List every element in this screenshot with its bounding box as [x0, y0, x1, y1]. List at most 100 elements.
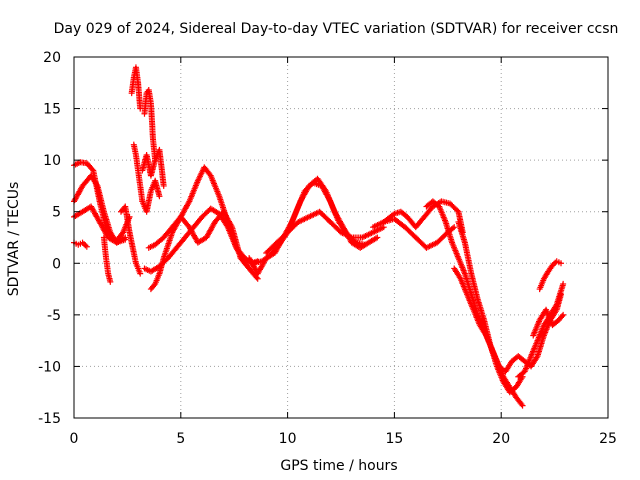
data-trace-segment [522, 354, 534, 373]
data-trace-segment [149, 264, 161, 274]
data-trace-segment [490, 349, 502, 368]
data-trace-segment [399, 209, 409, 219]
data-point [107, 278, 114, 285]
data-trace-segment [133, 153, 141, 172]
data-trace-segment [148, 102, 156, 141]
data-trace-segment [268, 243, 281, 257]
chart-title: Day 029 of 2024, Sidereal Day-to-day VTE… [54, 21, 619, 37]
x-axis-label: GPS time / hours [280, 458, 397, 474]
x-tick-label: 5 [176, 431, 185, 447]
x-tick-label: 20 [492, 431, 510, 447]
data-trace-segment [360, 230, 375, 240]
data-trace-segment [152, 272, 162, 286]
data-trace-segment [514, 375, 525, 389]
data-point [122, 236, 129, 243]
data-trace-segment [311, 180, 324, 189]
data-trace-segment [147, 242, 157, 250]
data-trace-segment [468, 272, 481, 301]
data-trace-segment [471, 308, 483, 327]
data-trace-segment [367, 235, 379, 245]
data-trace-segment [328, 200, 342, 224]
data-trace-segment [178, 215, 192, 229]
y-tick-label: 20 [43, 50, 61, 66]
data-trace-segment [119, 204, 128, 214]
data-trace-segment [135, 267, 143, 275]
data-trace-segment [535, 323, 547, 343]
data-trace-segment [403, 225, 418, 240]
data-trace-segment [71, 184, 85, 203]
y-tick-label: -10 [38, 359, 61, 375]
data-trace-segment [448, 201, 461, 214]
data-trace-segment [285, 220, 301, 235]
data-trace-segment [264, 240, 279, 255]
data-trace-segment [548, 303, 559, 317]
data-trace-segment [81, 241, 89, 249]
data-trace-segment [170, 215, 183, 234]
data-trace-segment [436, 205, 448, 224]
data-trace-segment [131, 251, 139, 265]
data-trace-segment [535, 334, 547, 358]
data-point [374, 234, 381, 241]
data-trace-segment [371, 219, 386, 230]
y-tick-label: 5 [52, 205, 61, 221]
data-point [160, 182, 167, 189]
data-trace-segment [106, 235, 119, 245]
data-trace-segment [452, 266, 463, 281]
data-trace-segment [141, 91, 150, 115]
data-trace-segment [464, 292, 476, 312]
data-trace-segment [196, 235, 208, 245]
data-trace-segment [144, 189, 154, 214]
x-tick-label: 0 [70, 431, 79, 447]
data-trace-segment [413, 215, 427, 229]
data-trace-segment [550, 259, 559, 267]
data-trace-segment [456, 256, 468, 276]
data-trace-segment [514, 395, 525, 408]
y-tick-label: -15 [38, 411, 61, 427]
data-trace-segment [449, 241, 461, 260]
data-trace-segment [317, 209, 333, 224]
data-trace-segment [187, 179, 201, 203]
data-trace-segment [462, 272, 474, 296]
data-trace-segment [371, 224, 386, 235]
data-trace-segment [161, 231, 175, 260]
axes [73, 56, 609, 419]
data-trace-segment [202, 165, 213, 178]
data-trace-segment [229, 225, 244, 260]
data-trace-segment [537, 277, 547, 291]
data-trace-segment [72, 160, 82, 168]
plot-frame [73, 56, 609, 419]
y-tick-label: 0 [52, 256, 61, 272]
data-trace-segment [79, 159, 89, 166]
data-trace-segment [431, 199, 441, 209]
data-point [156, 193, 163, 200]
data-point [560, 311, 567, 318]
x-tick-label: 10 [279, 431, 297, 447]
data-trace-segment [483, 334, 495, 353]
data-trace-segment [541, 270, 551, 281]
data-trace-segment [339, 230, 354, 240]
data-trace-segment [393, 209, 403, 217]
data-trace-segment [247, 266, 260, 281]
data-trace-segment [204, 220, 218, 240]
data-trace-segment [529, 354, 540, 368]
data-trace-segment [174, 235, 187, 250]
data-trace-segment [209, 206, 221, 216]
data-trace-segment [392, 217, 407, 230]
x-tick-label: 25 [599, 431, 617, 447]
data-trace-segment [516, 369, 527, 379]
data-series [71, 64, 567, 409]
data-trace-segment [422, 204, 435, 219]
data-trace-segment [137, 184, 146, 203]
data-trace-segment [94, 184, 107, 214]
y-axis-label: SDTVAR / TECUs [6, 182, 22, 297]
data-trace-segment [131, 143, 139, 157]
data-trace-segment [103, 256, 111, 275]
y-tick-label: 15 [43, 102, 61, 118]
data-trace-segment [221, 210, 235, 229]
data-trace-segment [101, 236, 109, 260]
data-trace-segment [161, 225, 175, 240]
data-trace-segment [462, 241, 474, 275]
data-trace-segment [143, 266, 153, 274]
data-trace-segment [456, 220, 468, 245]
data-point [451, 224, 458, 231]
